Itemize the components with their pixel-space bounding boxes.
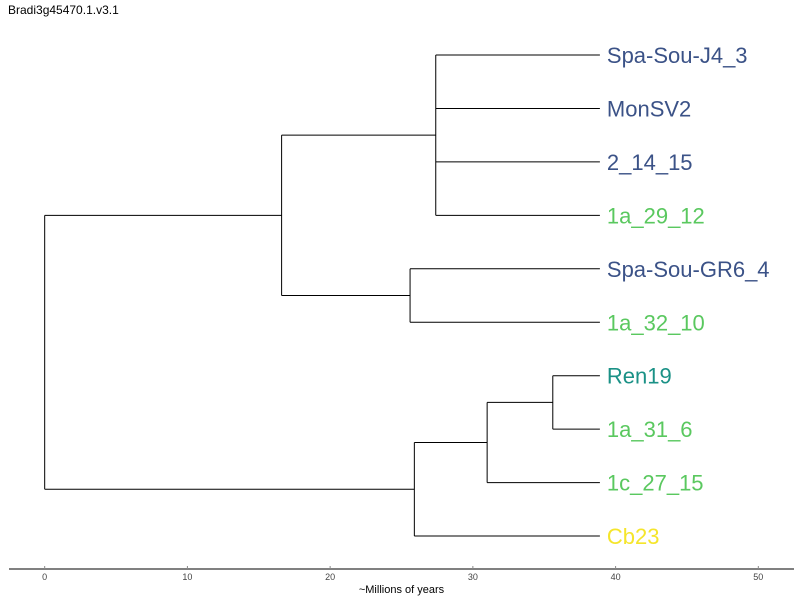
tip-label: 1a_31_6: [607, 417, 693, 442]
tip-labels: Spa-Sou-J4_3 MonSV2 2_14_15 1a_29_12 Spa-Sou…: [607, 43, 770, 549]
page-title: Bradi3g45470.1.v3.1: [8, 3, 119, 17]
x-axis-label: ~Millions of years: [359, 584, 445, 596]
x-axis: 0 10 20 30 40 50 ~Millions of years: [9, 566, 794, 596]
x-axis-tick-label: 10: [182, 572, 192, 582]
tip-label: 1c_27_15: [607, 471, 704, 496]
tip-label: Spa-Sou-GR6_4: [607, 257, 770, 282]
x-axis-tick-label: 30: [468, 572, 478, 582]
tip-label: 1a_29_12: [607, 203, 705, 228]
x-axis-tick-label: 20: [325, 572, 335, 582]
tip-label: 2_14_15: [607, 150, 693, 175]
tip-label: 1a_32_10: [607, 310, 705, 335]
x-axis-tick-label: 0: [42, 572, 47, 582]
x-axis-tick-label: 50: [753, 572, 763, 582]
x-axis-tick-label: 40: [611, 572, 621, 582]
tip-label: Ren19: [607, 364, 672, 389]
tree-branches: [44, 54, 600, 537]
tip-label: Cb23: [607, 524, 660, 549]
tip-label: MonSV2: [607, 96, 691, 121]
x-axis-ticks: 0 10 20 30 40 50: [42, 566, 763, 582]
tip-label: Spa-Sou-J4_3: [607, 43, 748, 68]
